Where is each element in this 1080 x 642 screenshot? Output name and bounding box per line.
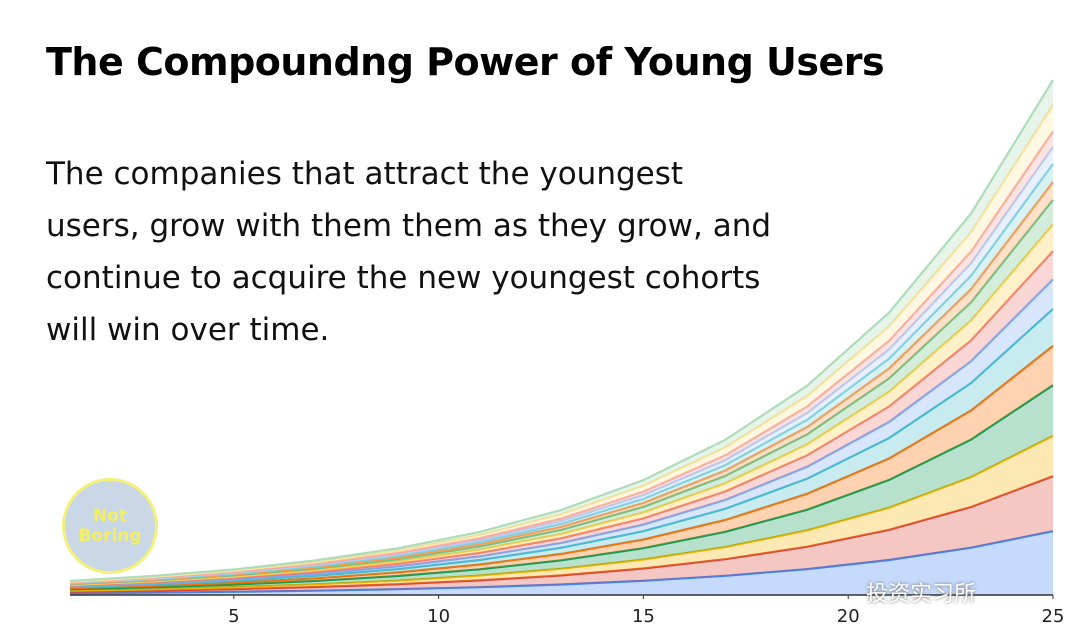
area-line <box>69 278 1054 588</box>
area-line <box>69 308 1054 589</box>
x-tick-label: 20 <box>837 606 860 627</box>
chart-title: The Compoundng Power of Young Users <box>46 40 885 84</box>
area-line <box>69 130 1054 584</box>
x-tick-label: 25 <box>1042 606 1065 627</box>
area-line <box>69 79 1054 582</box>
x-tick-label: 10 <box>427 606 450 627</box>
area-line <box>69 434 1054 592</box>
area-line <box>69 223 1054 586</box>
area-line <box>69 104 1054 583</box>
chart-subtitle: The companies that attract the youngest … <box>46 156 772 348</box>
area-line <box>69 250 1054 587</box>
area <box>70 531 1053 595</box>
area-line <box>69 475 1054 593</box>
area-line <box>69 384 1054 591</box>
area <box>70 476 1053 594</box>
logo: Not Boring <box>62 478 158 574</box>
area-line <box>69 530 1054 595</box>
area-line <box>69 345 1054 590</box>
x-tick-label: 15 <box>632 606 655 627</box>
x-tick-label: 5 <box>228 606 239 627</box>
watermark: 投资实习所 <box>866 582 977 607</box>
